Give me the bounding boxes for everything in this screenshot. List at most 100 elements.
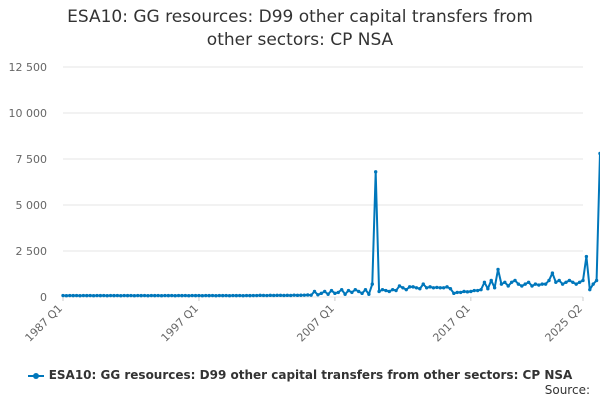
data-point[interactable] bbox=[520, 284, 524, 288]
data-point[interactable] bbox=[255, 293, 259, 298]
data-point[interactable] bbox=[428, 285, 432, 289]
data-point[interactable] bbox=[292, 293, 296, 297]
data-point[interactable] bbox=[207, 293, 211, 298]
data-point[interactable] bbox=[567, 278, 572, 283]
data-point[interactable] bbox=[367, 292, 371, 296]
data-point[interactable] bbox=[370, 282, 374, 286]
data-point[interactable] bbox=[139, 293, 143, 298]
data-point[interactable] bbox=[306, 293, 310, 297]
data-point[interactable] bbox=[387, 289, 391, 294]
data-point[interactable] bbox=[251, 293, 256, 298]
data-point[interactable] bbox=[156, 293, 160, 298]
data-point[interactable] bbox=[289, 293, 293, 298]
series-line[interactable] bbox=[62, 95, 600, 297]
data-point[interactable] bbox=[102, 293, 106, 298]
data-point[interactable] bbox=[333, 291, 337, 296]
data-point[interactable] bbox=[173, 294, 177, 298]
data-point[interactable] bbox=[200, 294, 205, 298]
data-point[interactable] bbox=[112, 293, 116, 298]
data-point[interactable] bbox=[85, 293, 89, 298]
data-point[interactable] bbox=[346, 288, 351, 293]
data-point[interactable] bbox=[163, 293, 167, 298]
data-point[interactable] bbox=[329, 288, 334, 293]
data-point[interactable] bbox=[455, 290, 459, 295]
data-point[interactable] bbox=[204, 293, 208, 298]
data-point[interactable] bbox=[479, 287, 483, 292]
data-point[interactable] bbox=[489, 278, 493, 283]
data-point[interactable] bbox=[132, 294, 137, 298]
data-point[interactable] bbox=[401, 286, 405, 290]
data-point[interactable] bbox=[61, 293, 65, 298]
data-point[interactable] bbox=[166, 293, 171, 298]
data-point[interactable] bbox=[486, 287, 490, 291]
data-point[interactable] bbox=[564, 280, 568, 284]
data-point[interactable] bbox=[302, 293, 307, 297]
data-point[interactable] bbox=[394, 288, 398, 293]
data-point[interactable] bbox=[71, 293, 75, 298]
data-point[interactable] bbox=[557, 278, 561, 283]
data-point[interactable] bbox=[312, 289, 317, 294]
data-point[interactable] bbox=[193, 293, 198, 298]
data-point[interactable] bbox=[465, 290, 470, 294]
data-point[interactable] bbox=[326, 292, 330, 296]
data-point[interactable] bbox=[591, 282, 595, 286]
data-point[interactable] bbox=[64, 294, 69, 298]
data-point[interactable] bbox=[176, 293, 181, 298]
data-point[interactable] bbox=[523, 282, 527, 286]
data-point[interactable] bbox=[407, 285, 412, 289]
data-point[interactable] bbox=[492, 286, 497, 290]
data-point[interactable] bbox=[190, 293, 194, 298]
data-point[interactable] bbox=[68, 293, 72, 298]
data-point[interactable] bbox=[353, 287, 357, 292]
data-point[interactable] bbox=[571, 280, 575, 284]
data-point[interactable] bbox=[390, 287, 395, 292]
legend[interactable]: ESA10: GG resources: D99 other capital t… bbox=[0, 368, 600, 382]
data-point[interactable] bbox=[146, 294, 150, 298]
data-point[interactable] bbox=[248, 293, 252, 298]
data-point[interactable] bbox=[105, 294, 109, 298]
data-point[interactable] bbox=[227, 294, 232, 298]
data-point[interactable] bbox=[543, 282, 548, 286]
data-point[interactable] bbox=[258, 293, 262, 298]
data-point[interactable] bbox=[268, 293, 273, 298]
data-point[interactable] bbox=[88, 293, 92, 298]
data-point[interactable] bbox=[462, 289, 466, 294]
data-point[interactable] bbox=[441, 286, 446, 290]
data-point[interactable] bbox=[469, 289, 473, 294]
data-point[interactable] bbox=[526, 280, 531, 284]
data-point[interactable] bbox=[125, 293, 130, 298]
data-point[interactable] bbox=[238, 293, 242, 298]
data-point[interactable] bbox=[404, 287, 408, 292]
data-point[interactable] bbox=[431, 286, 436, 290]
data-point[interactable] bbox=[210, 293, 215, 298]
data-point[interactable] bbox=[577, 280, 582, 284]
data-point[interactable] bbox=[261, 293, 266, 298]
data-point[interactable] bbox=[516, 282, 521, 286]
data-point[interactable] bbox=[373, 170, 378, 174]
data-point[interactable] bbox=[221, 293, 225, 298]
data-point[interactable] bbox=[278, 293, 283, 298]
data-point[interactable] bbox=[323, 289, 327, 294]
data-point[interactable] bbox=[588, 287, 592, 292]
data-point[interactable] bbox=[180, 293, 184, 298]
data-point[interactable] bbox=[265, 293, 269, 298]
data-point[interactable] bbox=[309, 293, 313, 297]
data-point[interactable] bbox=[411, 285, 415, 289]
data-point[interactable] bbox=[380, 287, 385, 292]
data-point[interactable] bbox=[503, 280, 507, 284]
data-point[interactable] bbox=[414, 286, 419, 290]
data-point[interactable] bbox=[91, 294, 96, 298]
data-point[interactable] bbox=[537, 283, 541, 287]
data-point[interactable] bbox=[418, 287, 422, 291]
data-point[interactable] bbox=[547, 278, 551, 283]
data-point[interactable] bbox=[282, 293, 286, 298]
data-point[interactable] bbox=[98, 293, 103, 298]
data-point[interactable] bbox=[244, 293, 249, 298]
data-point[interactable] bbox=[424, 286, 429, 290]
data-point[interactable] bbox=[530, 284, 534, 288]
data-point[interactable] bbox=[350, 290, 354, 295]
data-point[interactable] bbox=[95, 293, 99, 298]
data-point[interactable] bbox=[339, 287, 344, 292]
data-point[interactable] bbox=[275, 293, 279, 298]
data-point[interactable] bbox=[81, 293, 86, 298]
